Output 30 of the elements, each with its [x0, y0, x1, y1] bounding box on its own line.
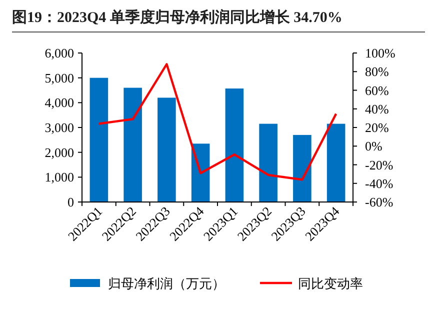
- y2-tick-label: 100%: [365, 46, 396, 60]
- line-series: [98, 63, 338, 181]
- legend-归母净利润（万元）: 归母净利润（万元）: [70, 276, 225, 291]
- legend-label: 归母净利润（万元）: [108, 276, 225, 291]
- bar: [124, 88, 142, 202]
- y-tick-label: 3,000: [44, 120, 74, 135]
- bar: [191, 144, 210, 202]
- y2-tick-label: 60%: [365, 82, 389, 98]
- legend-同比变动率: 同比变动率: [260, 276, 363, 291]
- y-tick-label: 6,000: [44, 46, 74, 60]
- y2-tick-label: 20%: [365, 120, 389, 135]
- bar: [90, 78, 108, 202]
- legend-label: 同比变动率: [298, 276, 363, 291]
- bar: [158, 98, 176, 202]
- chart-title: 图19：2023Q4 单季度归母净利润同比增长 34.70%: [12, 8, 342, 26]
- bar: [225, 88, 244, 202]
- y-tick-label: 4,000: [44, 95, 74, 110]
- y2-tick-label: -40%: [365, 176, 394, 191]
- y-tick-label: 2,000: [44, 144, 74, 160]
- y2-tick-label: 40%: [365, 101, 389, 116]
- y-tick-label: 5,000: [44, 70, 74, 86]
- y2-tick-label: 0%: [365, 138, 382, 154]
- y-tick-label: 1,000: [44, 170, 74, 185]
- y2-tick-label: -60%: [365, 194, 394, 210]
- bar: [293, 134, 312, 202]
- y2-tick-label: 80%: [365, 64, 389, 80]
- y2-tick-label: -20%: [365, 157, 394, 172]
- bar: [259, 124, 278, 202]
- y-tick-label: 0: [68, 194, 74, 210]
- bar: [326, 124, 346, 202]
